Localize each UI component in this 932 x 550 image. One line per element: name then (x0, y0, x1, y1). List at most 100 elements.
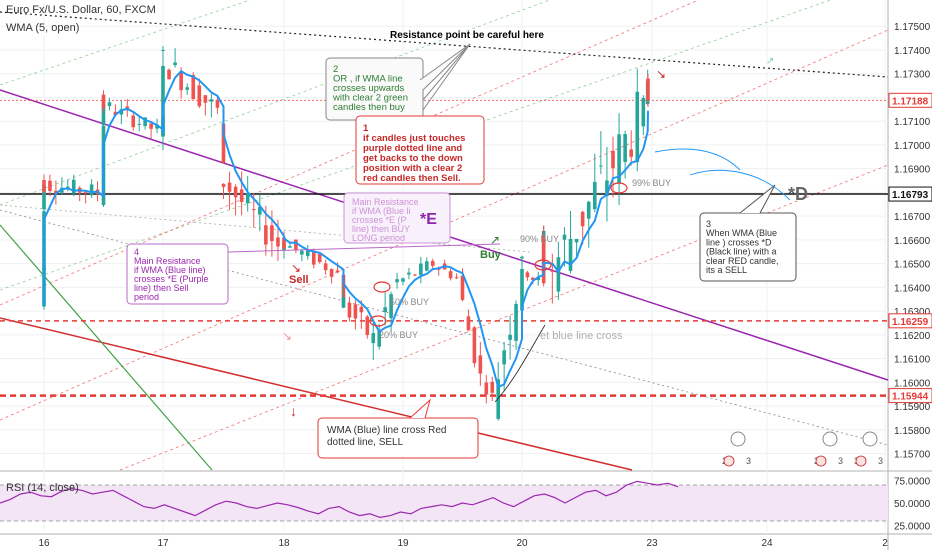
up-projection-line (494, 324, 546, 403)
candle-body (264, 225, 268, 245)
candle-body (436, 268, 441, 270)
price-tick-label: 1.16000 (894, 378, 931, 389)
red-descending-line (0, 317, 633, 471)
down-arrow-icon: ↘ (282, 329, 292, 343)
price-tag-label: 1.15944 (892, 392, 929, 403)
candle-body (197, 85, 202, 107)
candle-body (311, 251, 316, 265)
note4-text: 4 (134, 247, 139, 257)
blue-cross-label: et blue line cross (540, 330, 623, 342)
candle-body (562, 234, 567, 240)
time-tick-label: 19 (397, 538, 409, 549)
candle-body (454, 277, 459, 279)
candle-body (413, 274, 417, 276)
candle-body (395, 279, 399, 283)
candle-body (635, 91, 640, 163)
candle-body (586, 201, 591, 219)
candle-body (641, 98, 646, 127)
pct-90-label: 90% BUY (520, 234, 559, 244)
candle-body (430, 260, 435, 266)
buy-arrow-icon: ↗ (490, 233, 500, 247)
event-badge-count: 3 (838, 456, 843, 466)
note3-text: line ) crosses *D (706, 237, 772, 247)
rsi-tick-label: 75.0000 (894, 477, 931, 488)
candle-body (227, 182, 232, 192)
highlight-ellipse (534, 259, 552, 271)
note4-text: if WMA (Blue line) (134, 265, 206, 275)
candle-body (101, 103, 106, 126)
grey-dotted-line (0, 209, 889, 446)
note-main-faded-text: Main Resistance (352, 197, 419, 207)
candle-body (323, 263, 328, 271)
candle-body (508, 334, 512, 340)
candle-body (599, 165, 603, 167)
projection-curve (654, 148, 741, 171)
note1-box (355, 115, 485, 185)
price-tick-label: 1.16600 (894, 236, 931, 247)
price-tick-label: 1.16100 (894, 355, 931, 366)
note-wma-red-box (317, 417, 479, 459)
time-tick-label: 16 (38, 538, 50, 549)
note1-text: purple dotted line and (363, 143, 462, 154)
price-tag-box (888, 313, 932, 329)
price-tick-label: 1.17100 (894, 117, 931, 128)
candle-body (149, 123, 153, 129)
note3-pointer (739, 184, 776, 214)
note3-text: 3 (706, 219, 711, 229)
candle-body (83, 192, 88, 194)
candle-body (525, 272, 530, 278)
candle-body (490, 381, 495, 393)
price-tag-label: 1.16793 (892, 190, 929, 201)
note4-text: line) then Sell (134, 283, 189, 293)
symbol-title: Euro Fx/U.S. Dollar, 60, FXCM (6, 4, 156, 16)
rsi-band (0, 485, 888, 521)
candle-body (341, 297, 346, 308)
price-tick-label: 1.15800 (894, 426, 931, 437)
candle-body (179, 71, 183, 91)
candle-body (161, 49, 165, 51)
candle-body (593, 181, 597, 210)
note2-text: crosses upwards (333, 83, 405, 94)
candle-body (294, 239, 298, 250)
down-arrow-icon: ↓ (290, 403, 297, 419)
candle-body (605, 180, 609, 197)
annotations: Resistance point be careful here 2OR , if… (126, 30, 883, 467)
note1-text: red candles then Sell. (363, 173, 461, 184)
candle-body (611, 150, 615, 169)
candle-body (191, 75, 196, 100)
candle-body (258, 206, 262, 215)
candle-body (282, 237, 286, 249)
wma-line (43, 69, 649, 389)
price-tag-box (888, 186, 932, 202)
candle-body (353, 304, 358, 319)
note-main-faded-text: crosses *E (P (352, 215, 407, 225)
candle-body (419, 263, 423, 275)
rsi-tick-label: 25.0000 (894, 522, 931, 533)
price-tick-label: 1.15900 (894, 402, 931, 413)
candle-body (623, 134, 627, 163)
candle-body (520, 268, 524, 311)
candle-body (466, 316, 471, 331)
candle-body (143, 117, 147, 127)
candle-body (365, 316, 370, 336)
price-tick-label: 1.17500 (894, 22, 931, 33)
candle-body (161, 65, 165, 137)
note-wma-red-text: WMA (Blue) line cross Red (327, 425, 446, 436)
resistance-label: Resistance point be careful here (390, 30, 544, 41)
price-tick-label: 1.17400 (894, 46, 931, 57)
candle-body (531, 277, 535, 280)
projection-curve (689, 169, 791, 201)
note1-text: 1 (363, 123, 369, 134)
highlight-ellipse (373, 281, 391, 293)
highlight-ellipse (369, 315, 387, 327)
note2-text: candles then buy (333, 102, 405, 113)
rsi-title: RSI (14, close) (6, 482, 79, 494)
time-tick-label: 23 (646, 538, 658, 549)
candle-body (502, 350, 506, 365)
candle-body (407, 272, 411, 275)
price-tick-label: 1.17300 (894, 70, 931, 81)
candle-body (42, 180, 46, 192)
note2-text: 2 (333, 64, 338, 75)
up-arrow-icon: ↗ (766, 56, 774, 67)
